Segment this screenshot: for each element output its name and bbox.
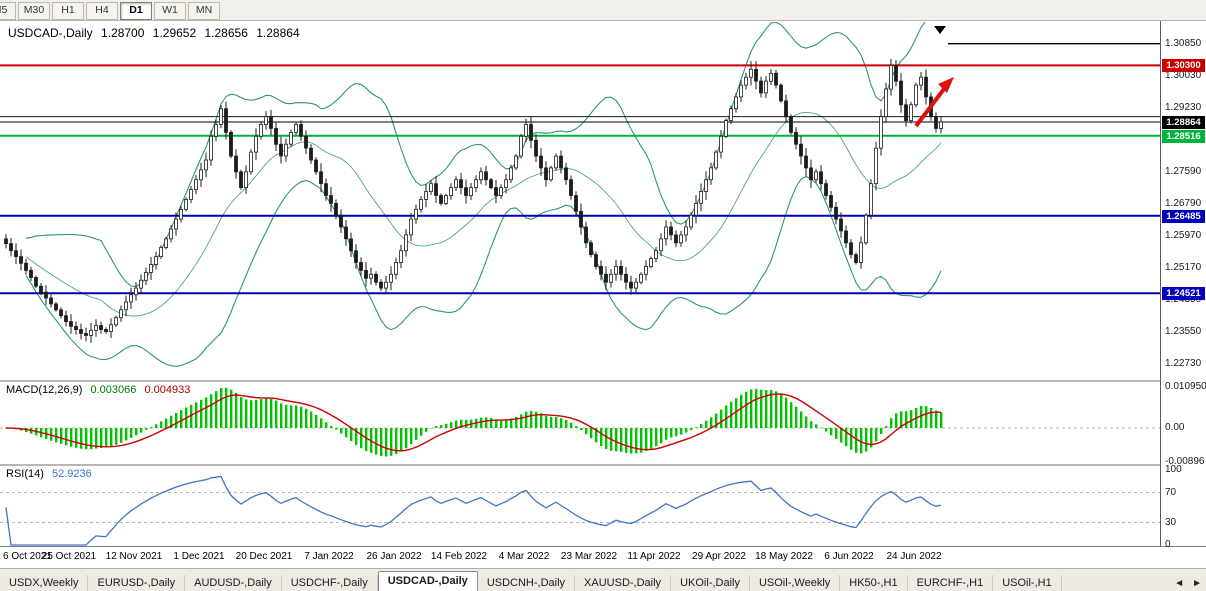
panel-separator[interactable] — [0, 464, 1206, 466]
axis-tick-label: 0.010950 — [1165, 381, 1206, 393]
date-label: 29 Apr 2022 — [692, 551, 746, 562]
axis-tick-label: 1.26790 — [1165, 197, 1202, 209]
rsi-indicator-label: RSI(14) 52.9236 — [6, 468, 97, 480]
axis-tick-label: 1.22730 — [1165, 357, 1202, 369]
axis-tick-label: 1.25170 — [1165, 261, 1202, 273]
chart-tab-eurchf-h1[interactable]: EURCHF-,H1 — [908, 575, 994, 591]
chart-symbol-label: USDCAD-,Daily — [8, 26, 93, 40]
axis-tick-label: 1.23550 — [1165, 325, 1202, 337]
date-label: 7 Jan 2022 — [304, 551, 354, 562]
axis-tick-label: 1.29230 — [1165, 101, 1202, 113]
chart-tab-eurusd-daily[interactable]: EURUSD-,Daily — [88, 575, 186, 591]
rsi-value: 52.9236 — [51, 468, 92, 480]
chart-tab-usoil-h1[interactable]: USOil-,H1 — [993, 575, 1062, 591]
timeframe-button-m5[interactable]: M5 — [0, 1, 16, 20]
tab-scroll-left-icon[interactable]: ◄ — [1174, 578, 1185, 589]
chart-tab-usoil-weekly[interactable]: USOil-,Weekly — [750, 575, 841, 591]
price-line-label: 1.24521 — [1162, 287, 1205, 301]
macd-name: MACD(12,26,9) — [6, 384, 83, 396]
date-label: 6 Oct 2021 — [3, 551, 52, 562]
price-scale[interactable]: 1.30850 1.30030 1.29230 1.27590 1.26790 1.259… — [1161, 21, 1206, 550]
chart-tabs: USDX,Weekly EURUSD-,Daily AUDUSD-,Daily USD… — [0, 570, 1062, 591]
macd-main-value: 0.003066 — [90, 384, 137, 396]
timeframe-button-d1[interactable]: D1 — [120, 1, 152, 20]
timeframe-toolbar: M5M30H1H4D1W1MN — [0, 0, 1206, 21]
tab-scroll-right-icon[interactable]: ► — [1192, 578, 1202, 589]
axis-tick-label: 1.27590 — [1165, 166, 1202, 178]
rsi-name: RSI(14) — [6, 468, 44, 480]
chart-shift-marker[interactable] — [934, 26, 946, 34]
date-label: 26 Jan 2022 — [366, 551, 422, 562]
timeframe-button-m30[interactable]: M30 — [18, 1, 50, 20]
ohlc-open: 1.28700 — [101, 26, 145, 40]
ohlc-high: 1.29652 — [152, 26, 197, 40]
chart-ohlc-header: USDCAD-,Daily 1.28700 1.29652 1.28656 1.… — [8, 26, 305, 40]
axis-tick-label: 1.25970 — [1165, 230, 1202, 242]
chart-tab-xauusd-daily[interactable]: XAUUSD-,Daily — [575, 575, 672, 591]
rsi-panel — [0, 475, 1160, 546]
date-label: 23 Mar 2022 — [560, 551, 618, 562]
axis-tick-label: 1.30030 — [1165, 70, 1202, 81]
macd-indicator-label: MACD(12,26,9) 0.003066 0.004933 — [6, 384, 195, 396]
trend-arrow[interactable] — [914, 77, 954, 128]
price-line-label: 1.30300 — [1162, 59, 1205, 73]
axis-tick-label: 30 — [1165, 516, 1177, 528]
date-label: 11 Apr 2022 — [627, 551, 681, 562]
date-label: 6 Jun 2022 — [824, 551, 874, 562]
chart-tab-usdx-weekly[interactable]: USDX,Weekly — [0, 575, 89, 591]
price-axis-border — [1160, 21, 1161, 566]
main-chart-canvas[interactable] — [0, 22, 1160, 380]
axis-tick-label: 100 — [1165, 464, 1182, 475]
timeframe-button-mn[interactable]: MN — [188, 1, 220, 20]
price-line-label: 1.28516 — [1162, 129, 1205, 143]
date-label: 1 Dec 2021 — [173, 551, 225, 562]
date-label: 25 Oct 2021 — [41, 551, 97, 562]
time-scale[interactable]: 6 Oct 2021 25 Oct 2021 12 Nov 2021 1 Dec 20… — [0, 546, 1206, 568]
axis-tick-label: 0.00 — [1165, 422, 1185, 433]
chart-tab-usdchf-daily[interactable]: USDCHF-,Daily — [282, 575, 378, 591]
timeframe-buttons: M5M30H1H4D1W1MN — [0, 0, 222, 20]
date-label: 20 Dec 2021 — [235, 551, 293, 562]
axis-tick-label: 0 — [1165, 539, 1171, 550]
timeframe-button-h1[interactable]: H1 — [52, 1, 84, 20]
chart-tab-usdcnh-daily[interactable]: USDCNH-,Daily — [478, 575, 576, 591]
date-label: 4 Mar 2022 — [498, 551, 550, 562]
chart-tab-usdcad-daily[interactable]: USDCAD-,Daily — [377, 571, 478, 591]
price-line-label: 1.28864 — [1162, 115, 1205, 129]
macd-histogram — [5, 387, 943, 457]
axis-tick-label: -0.00896 — [1165, 455, 1205, 467]
date-label: 12 Nov 2021 — [105, 551, 163, 562]
macd-panel — [0, 387, 1160, 457]
macd-signal-line — [5, 393, 941, 452]
chart-tab-ukoil-daily[interactable]: UKOil-,Daily — [671, 575, 750, 591]
timeframe-button-h4[interactable]: H4 — [86, 1, 118, 20]
chart-tab-bar: USDX,Weekly EURUSD-,Daily AUDUSD-,Daily USD… — [0, 568, 1206, 591]
panel-separator[interactable] — [0, 380, 1206, 382]
chart-tab-audusd-daily[interactable]: AUDUSD-,Daily — [185, 575, 282, 591]
bollinger-bands — [25, 22, 942, 367]
chart-tab-hk50-h1[interactable]: HK50-,H1 — [840, 575, 908, 591]
macd-signal-value: 0.004933 — [144, 384, 191, 396]
axis-tick-label: 1.30850 — [1165, 37, 1202, 49]
price-line-label: 1.26485 — [1162, 209, 1205, 223]
date-label: 24 Jun 2022 — [886, 551, 942, 562]
rsi-line — [5, 475, 942, 546]
date-label: 14 Feb 2022 — [430, 551, 488, 562]
timeframe-button-w1[interactable]: W1 — [154, 1, 186, 20]
axis-tick-label: 70 — [1165, 486, 1177, 498]
date-label: 18 May 2022 — [755, 551, 813, 562]
candles — [4, 58, 943, 343]
ohlc-close: 1.28864 — [256, 26, 300, 40]
ohlc-low: 1.28656 — [204, 26, 248, 40]
